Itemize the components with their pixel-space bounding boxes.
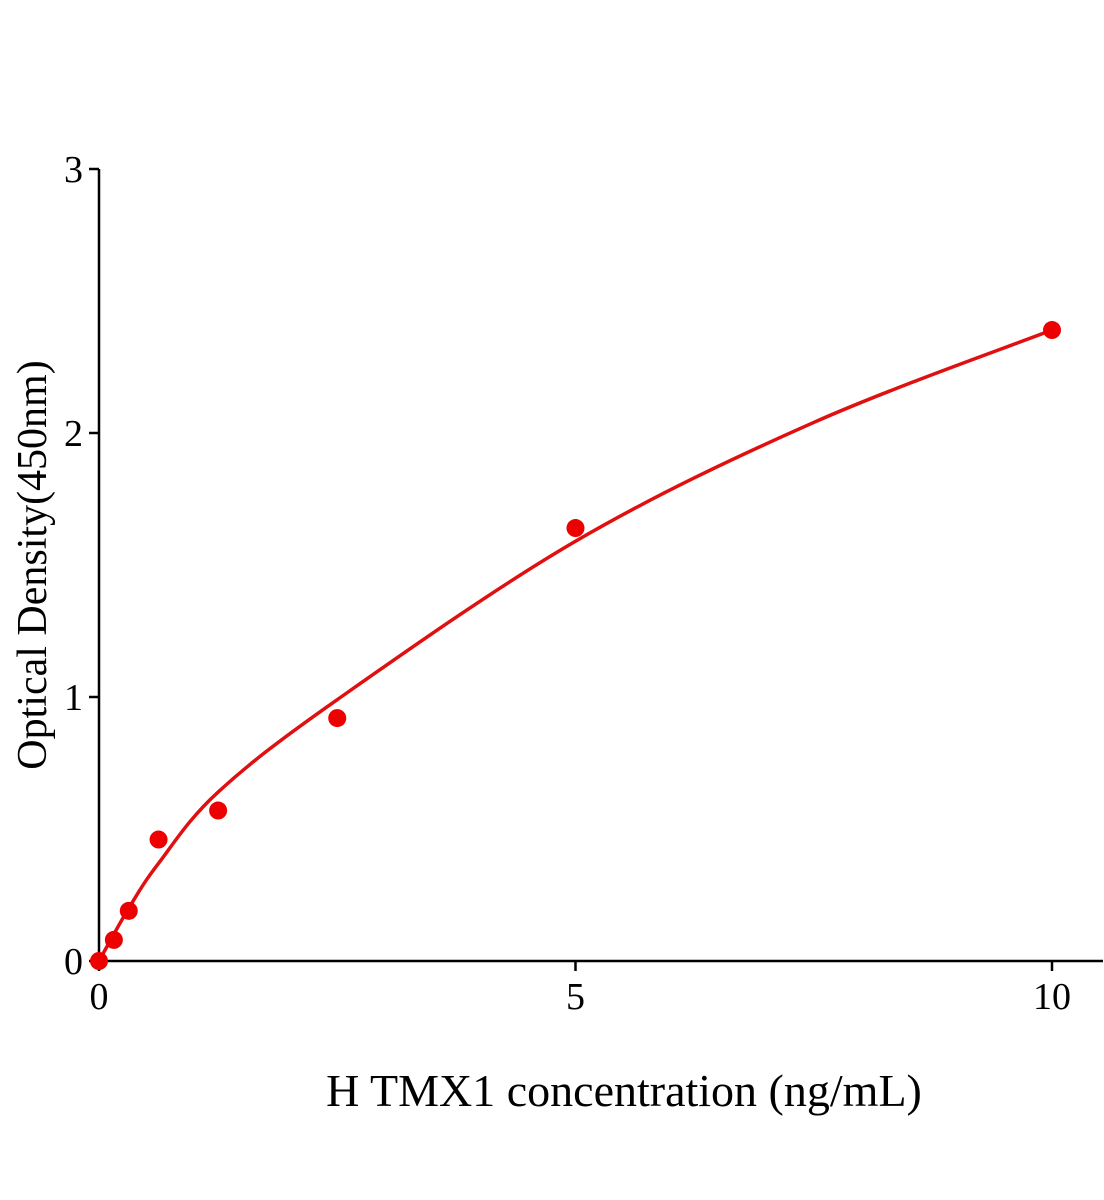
- data-point: [90, 952, 108, 970]
- y-tick-label: 0: [64, 941, 83, 983]
- y-tick-label: 2: [64, 413, 83, 455]
- data-point: [1043, 321, 1061, 340]
- x-tick-label: 5: [566, 976, 585, 1018]
- data-points: [90, 321, 1061, 970]
- x-axis-label: H TMX1 concentration (ng/mL): [326, 1065, 922, 1116]
- data-point: [104, 930, 123, 949]
- data-point: [328, 709, 347, 728]
- data-point: [209, 801, 228, 820]
- data-point: [566, 519, 585, 538]
- fit-curve: [97, 328, 1053, 962]
- x-tick-label: 10: [1033, 976, 1071, 1018]
- axes: 0 5 10 0 1 2 3: [64, 149, 1103, 1018]
- data-point: [149, 830, 168, 849]
- x-tick-label: 0: [90, 976, 109, 1018]
- y-tick-label: 1: [64, 677, 83, 719]
- data-point: [119, 901, 138, 920]
- y-tick-label: 3: [64, 149, 83, 191]
- y-axis-label: Optical Density(450nm): [10, 360, 56, 769]
